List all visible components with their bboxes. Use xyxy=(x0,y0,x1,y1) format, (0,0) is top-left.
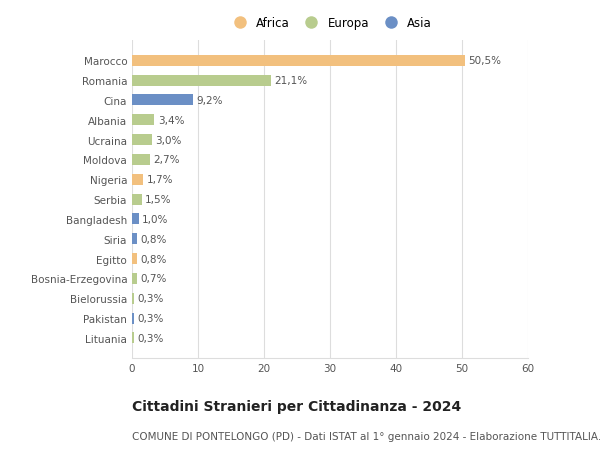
Text: 1,7%: 1,7% xyxy=(146,175,173,185)
Bar xyxy=(132,135,152,146)
Text: 1,5%: 1,5% xyxy=(145,195,172,205)
Text: 0,7%: 0,7% xyxy=(140,274,166,284)
Bar xyxy=(132,174,143,185)
Bar xyxy=(132,234,137,245)
Bar xyxy=(132,155,150,166)
Text: 1,0%: 1,0% xyxy=(142,214,168,224)
Bar xyxy=(132,313,134,324)
Bar xyxy=(132,214,139,225)
Text: 0,3%: 0,3% xyxy=(137,294,164,303)
Bar xyxy=(132,75,271,86)
Text: 0,8%: 0,8% xyxy=(140,234,167,244)
Text: 50,5%: 50,5% xyxy=(469,56,502,66)
Bar xyxy=(132,274,137,284)
Text: Cittadini Stranieri per Cittadinanza - 2024: Cittadini Stranieri per Cittadinanza - 2… xyxy=(132,399,461,413)
Bar xyxy=(132,293,134,304)
Text: 0,3%: 0,3% xyxy=(137,313,164,324)
Text: 3,4%: 3,4% xyxy=(158,116,184,125)
Bar xyxy=(132,333,134,344)
Bar xyxy=(132,56,466,67)
Text: 21,1%: 21,1% xyxy=(275,76,308,86)
Text: 0,8%: 0,8% xyxy=(140,254,167,264)
Text: 3,0%: 3,0% xyxy=(155,135,181,146)
Bar xyxy=(132,194,142,205)
Bar xyxy=(132,115,154,126)
Text: COMUNE DI PONTELONGO (PD) - Dati ISTAT al 1° gennaio 2024 - Elaborazione TUTTITA: COMUNE DI PONTELONGO (PD) - Dati ISTAT a… xyxy=(132,431,600,442)
Bar xyxy=(132,253,137,264)
Text: 0,3%: 0,3% xyxy=(137,333,164,343)
Legend: Africa, Europa, Asia: Africa, Europa, Asia xyxy=(223,12,437,35)
Text: 9,2%: 9,2% xyxy=(196,96,223,106)
Bar xyxy=(132,95,193,106)
Text: 2,7%: 2,7% xyxy=(153,155,179,165)
